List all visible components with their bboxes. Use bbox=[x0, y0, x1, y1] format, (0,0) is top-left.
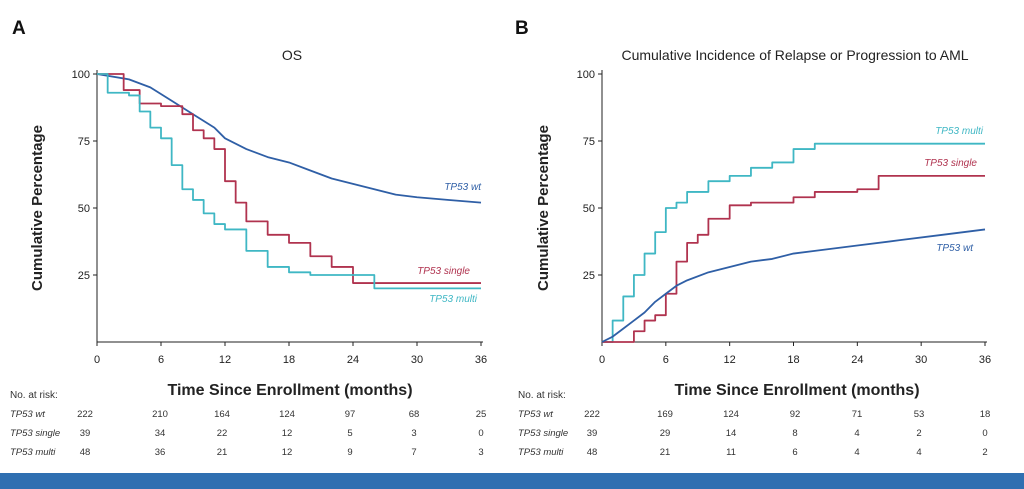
risk-value: 36 bbox=[155, 447, 166, 458]
risk-value: 21 bbox=[217, 447, 228, 458]
x-tick-label: 0 bbox=[94, 354, 100, 366]
risk-value: 25 bbox=[476, 409, 487, 420]
curve-label: TP53 single bbox=[924, 158, 977, 169]
x-axis-label: Time Since Enrollment (months) bbox=[167, 382, 412, 399]
series-line-tp53-multi bbox=[97, 73, 481, 290]
risk-value: 9 bbox=[347, 447, 352, 458]
risk-value: 0 bbox=[982, 428, 987, 439]
risk-value: 48 bbox=[587, 447, 598, 458]
series-line-tp53-multi bbox=[602, 142, 985, 343]
risk-value: 2 bbox=[916, 428, 921, 439]
risk-value: 12 bbox=[282, 428, 293, 439]
x-tick-label: 6 bbox=[663, 354, 669, 366]
risk-value: 4 bbox=[916, 447, 921, 458]
risk-row-name: TP53 multi bbox=[10, 447, 56, 458]
risk-value: 124 bbox=[279, 409, 295, 420]
x-tick-label: 18 bbox=[283, 354, 295, 366]
y-tick-label: 25 bbox=[78, 270, 90, 282]
risk-value: 2 bbox=[982, 447, 987, 458]
x-tick-label: 36 bbox=[475, 354, 487, 366]
x-axis-label: Time Since Enrollment (months) bbox=[674, 382, 919, 399]
risk-value: 3 bbox=[411, 428, 416, 439]
risk-row-name: TP53 wt bbox=[518, 409, 553, 420]
y-tick-label: 100 bbox=[72, 69, 90, 81]
risk-row-name: TP53 single bbox=[10, 428, 60, 439]
x-tick-label: 30 bbox=[915, 354, 927, 366]
x-tick-label: 18 bbox=[787, 354, 799, 366]
x-tick-label: 6 bbox=[158, 354, 164, 366]
risk-value: 169 bbox=[657, 409, 673, 420]
risk-value: 14 bbox=[726, 428, 737, 439]
risk-value: 222 bbox=[584, 409, 600, 420]
risk-value: 210 bbox=[152, 409, 168, 420]
panel-b: B Cumulative Incidence of Relapse or Prog… bbox=[515, 18, 991, 458]
risk-value: 124 bbox=[723, 409, 739, 420]
x-tick-label: 12 bbox=[724, 354, 736, 366]
curve-label: TP53 wt bbox=[444, 182, 482, 193]
risk-row-name: TP53 single bbox=[518, 428, 568, 439]
risk-row-name: TP53 multi bbox=[518, 447, 564, 458]
x-tick-label: 36 bbox=[979, 354, 991, 366]
risk-value: 11 bbox=[726, 447, 736, 458]
risk-value: 53 bbox=[914, 409, 925, 420]
risk-value: 29 bbox=[660, 428, 671, 439]
risk-value: 39 bbox=[80, 428, 91, 439]
risk-value: 0 bbox=[478, 428, 483, 439]
risk-value: 21 bbox=[660, 447, 671, 458]
y-tick-label: 75 bbox=[583, 136, 595, 148]
risk-value: 22 bbox=[217, 428, 228, 439]
risk-value: 18 bbox=[980, 409, 991, 420]
risk-value: 5 bbox=[347, 428, 352, 439]
risk-row-name: TP53 wt bbox=[10, 409, 45, 420]
y-tick-label: 50 bbox=[583, 203, 595, 215]
risk-value: 6 bbox=[792, 447, 797, 458]
curve-label: TP53 multi bbox=[935, 126, 984, 137]
risk-value: 12 bbox=[282, 447, 293, 458]
risk-value: 7 bbox=[411, 447, 416, 458]
panel-letter: A bbox=[12, 18, 26, 39]
curve-label: TP53 multi bbox=[429, 294, 478, 305]
y-tick-label: 50 bbox=[78, 203, 90, 215]
risk-value: 3 bbox=[478, 447, 483, 458]
risk-value: 68 bbox=[409, 409, 420, 420]
series-line-tp53-single bbox=[602, 174, 985, 343]
curve-label: TP53 wt bbox=[936, 243, 974, 254]
curve-label: TP53 single bbox=[417, 266, 470, 277]
risk-value: 48 bbox=[80, 447, 91, 458]
risk-value: 4 bbox=[854, 447, 859, 458]
risk-value: 39 bbox=[587, 428, 598, 439]
risk-value: 71 bbox=[852, 409, 863, 420]
panel-letter: B bbox=[515, 18, 529, 39]
x-tick-label: 24 bbox=[851, 354, 863, 366]
y-tick-label: 100 bbox=[577, 69, 595, 81]
y-axis-label: Cumulative Percentage bbox=[29, 125, 46, 291]
risk-table-header: No. at risk: bbox=[518, 390, 566, 401]
x-tick-label: 30 bbox=[411, 354, 423, 366]
series-line-tp53-wt bbox=[96, 73, 482, 204]
risk-value: 97 bbox=[345, 409, 356, 420]
chart-title: Cumulative Incidence of Relapse or Progr… bbox=[621, 47, 968, 63]
y-tick-label: 75 bbox=[78, 136, 90, 148]
x-tick-label: 12 bbox=[219, 354, 231, 366]
risk-value: 8 bbox=[792, 428, 797, 439]
x-tick-label: 0 bbox=[599, 354, 605, 366]
y-tick-label: 25 bbox=[583, 270, 595, 282]
series-line-tp53-single bbox=[97, 73, 481, 284]
y-axis-label: Cumulative Percentage bbox=[535, 125, 552, 291]
risk-table-header: No. at risk: bbox=[10, 390, 58, 401]
chart-title: OS bbox=[282, 47, 302, 63]
risk-value: 222 bbox=[77, 409, 93, 420]
risk-value: 92 bbox=[790, 409, 801, 420]
bottom-band bbox=[0, 473, 1024, 489]
x-tick-label: 24 bbox=[347, 354, 359, 366]
risk-value: 164 bbox=[214, 409, 230, 420]
risk-value: 4 bbox=[854, 428, 859, 439]
series-line-tp53-wt bbox=[601, 228, 986, 343]
risk-value: 34 bbox=[155, 428, 166, 439]
